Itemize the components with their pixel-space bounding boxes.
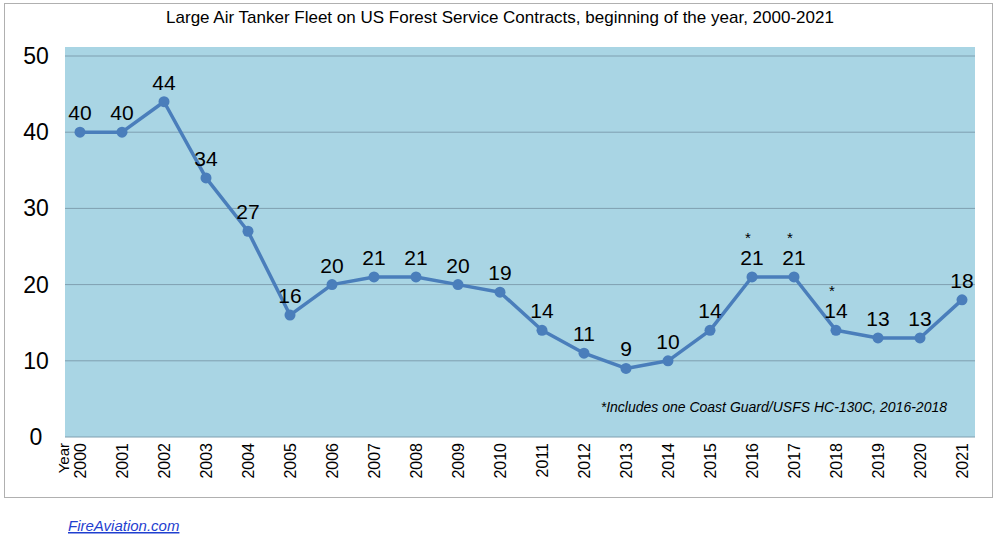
y-tick-label: 50 — [23, 43, 49, 69]
data-label: 21 — [404, 246, 427, 269]
x-tick-label: 2007 — [366, 443, 383, 479]
x-tick-label: 2003 — [198, 443, 215, 479]
series — [75, 96, 968, 374]
data-label: 21* — [740, 229, 763, 269]
marker — [915, 332, 926, 343]
grid-line — [65, 437, 975, 438]
marker — [159, 96, 170, 107]
marker — [117, 127, 128, 138]
data-label: 14* — [824, 282, 848, 322]
data-label: 13 — [908, 307, 931, 330]
marker — [369, 271, 380, 282]
data-label: 21* — [782, 229, 805, 269]
x-tick-label: 2019 — [870, 443, 887, 479]
marker — [579, 348, 590, 359]
data-label: 21 — [362, 246, 385, 269]
x-tick-label: 2004 — [240, 443, 257, 479]
frame — [5, 4, 993, 498]
x-tick-label: 2009 — [450, 443, 467, 479]
data-label: 11 — [573, 322, 595, 345]
line — [80, 102, 962, 369]
y-tick-label: 10 — [23, 348, 49, 374]
marker — [957, 294, 968, 305]
title: Large Air Tanker Fleet on US Forest Serv… — [166, 8, 834, 27]
x-tick-label: 2016 — [744, 443, 761, 479]
data-label: 18 — [950, 269, 973, 292]
x-tick-label: 2000 — [72, 443, 89, 479]
marker — [327, 279, 338, 290]
marker — [621, 363, 632, 374]
data-label: 10 — [656, 330, 679, 353]
x-tick-label: 2021 — [954, 443, 971, 479]
data-label: 16 — [278, 284, 301, 307]
marker — [453, 279, 464, 290]
data-label: 44 — [152, 71, 176, 94]
grid-line — [65, 284, 975, 285]
x-tick-label: 2012 — [576, 443, 593, 479]
marker — [789, 271, 800, 282]
marker — [705, 325, 716, 336]
x-tick-label: 2017 — [786, 443, 803, 479]
x-tick-label: 2013 — [618, 443, 635, 479]
grid-line — [65, 56, 975, 57]
data-label: 20 — [446, 254, 469, 277]
chart: Large Air Tanker Fleet on US Forest Serv… — [0, 0, 1000, 546]
grid-line — [65, 360, 975, 361]
marker — [873, 332, 884, 343]
x-tick-label: 2008 — [408, 443, 425, 479]
x-tick-label: 2015 — [702, 443, 719, 479]
data-label: 20 — [320, 254, 343, 277]
x-tick-label: 2014 — [660, 443, 677, 479]
data-label: 14 — [698, 299, 722, 322]
marker — [663, 355, 674, 366]
data-label: 40 — [68, 101, 91, 124]
x-tick-label: 2018 — [828, 443, 845, 479]
x-tick-label: 2011 — [534, 443, 551, 478]
grid-line — [65, 208, 975, 209]
marker — [537, 325, 548, 336]
data-label: 14 — [530, 299, 554, 322]
y-tick-label: 40 — [23, 119, 49, 145]
x-tick-label: 2020 — [912, 443, 929, 479]
y-tick-label: 30 — [23, 195, 49, 221]
marker — [201, 172, 212, 183]
marker — [411, 271, 422, 282]
y-tick-label: 20 — [23, 272, 49, 298]
data-label: 13 — [866, 307, 889, 330]
data-label: 19 — [488, 261, 511, 284]
y-tick-label: 0 — [30, 424, 43, 450]
x-axis-label: Year — [55, 443, 72, 473]
x-tick-label: 2006 — [324, 443, 341, 479]
marker — [285, 310, 296, 321]
annotation: *Includes one Coast Guard/USFS HC-130C, … — [601, 399, 948, 415]
data-label: 27 — [236, 200, 259, 223]
data-label: 34 — [194, 147, 218, 170]
data-label: 9 — [620, 337, 632, 360]
x-tick-label: 2010 — [492, 443, 509, 479]
marker — [747, 271, 758, 282]
x-tick-label: 2001 — [114, 443, 131, 479]
data-label: 40 — [110, 101, 133, 124]
marker — [495, 287, 506, 298]
marker — [75, 127, 86, 138]
source: FireAviation.com — [68, 517, 179, 534]
marker — [831, 325, 842, 336]
marker — [243, 226, 254, 237]
plot-background — [65, 47, 975, 437]
grid-line — [65, 132, 975, 133]
x-tick-label: 2002 — [156, 443, 173, 479]
x-tick-label: 2005 — [282, 443, 299, 479]
